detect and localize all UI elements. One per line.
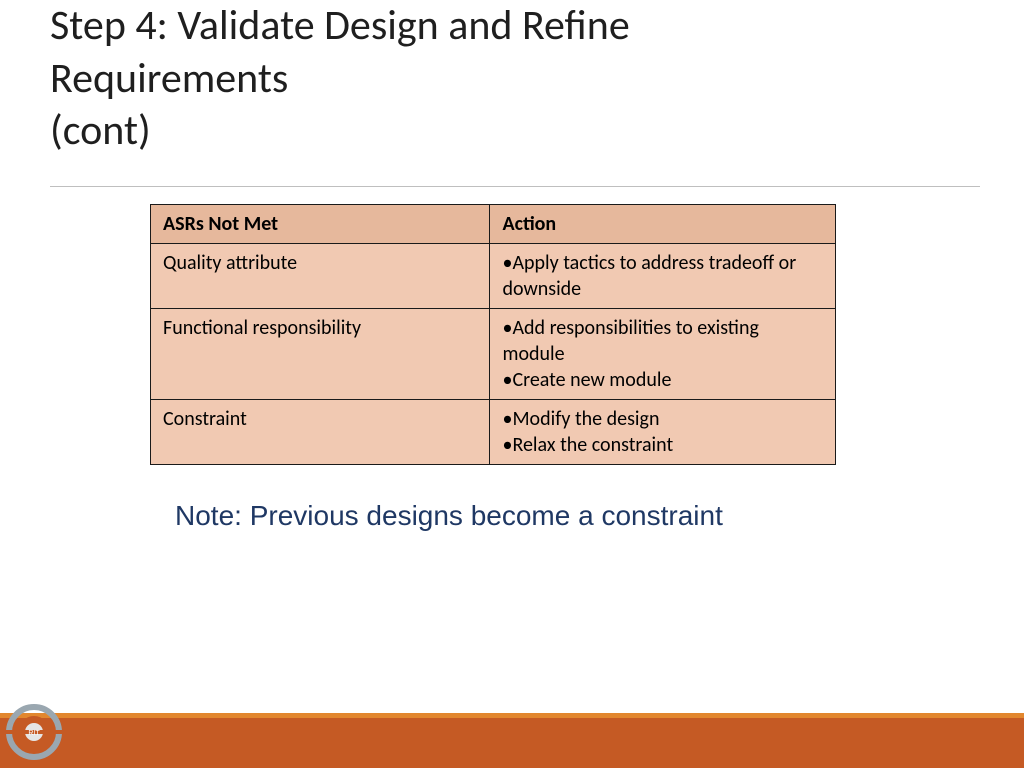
title-line-1: Step 4: Validate Design and Refine xyxy=(50,0,630,51)
action-item: Modify the design xyxy=(502,406,825,432)
cell-asr: Quality attribute xyxy=(151,244,490,309)
footnote: Note: Previous designs become a constrai… xyxy=(175,500,723,532)
cell-action: Add responsibilities to existing module … xyxy=(490,309,836,400)
title-line-3: (cont) xyxy=(50,105,151,156)
table-header-asr: ASRs Not Met xyxy=(151,205,490,244)
table-row: Functional responsibility Add responsibi… xyxy=(151,309,836,400)
table-row: Constraint Modify the design Relax the c… xyxy=(151,400,836,465)
footer-bar xyxy=(0,718,1024,768)
title-line-2: Requirements xyxy=(50,53,288,104)
svg-text:RIT: RIT xyxy=(28,730,40,737)
table-header-row: ASRs Not Met Action xyxy=(151,205,836,244)
table-row: Quality attribute Apply tactics to addre… xyxy=(151,244,836,309)
cell-action: Modify the design Relax the constraint xyxy=(490,400,836,465)
action-item: Relax the constraint xyxy=(502,432,825,458)
action-item: Create new module xyxy=(502,367,825,393)
cell-action: Apply tactics to address tradeoff or dow… xyxy=(490,244,836,309)
title-divider xyxy=(50,186,980,187)
table-header-action: Action xyxy=(490,205,836,244)
slide-title: Step 4: Validate Design and Refine Requi… xyxy=(50,0,950,158)
action-item: Add responsibilities to existing module xyxy=(502,315,825,367)
action-item: Apply tactics to address tradeoff or dow… xyxy=(502,250,825,302)
asr-action-table: ASRs Not Met Action Quality attribute Ap… xyxy=(150,204,836,465)
logo-icon: RIT xyxy=(6,704,62,760)
cell-asr: Constraint xyxy=(151,400,490,465)
cell-asr: Functional responsibility xyxy=(151,309,490,400)
